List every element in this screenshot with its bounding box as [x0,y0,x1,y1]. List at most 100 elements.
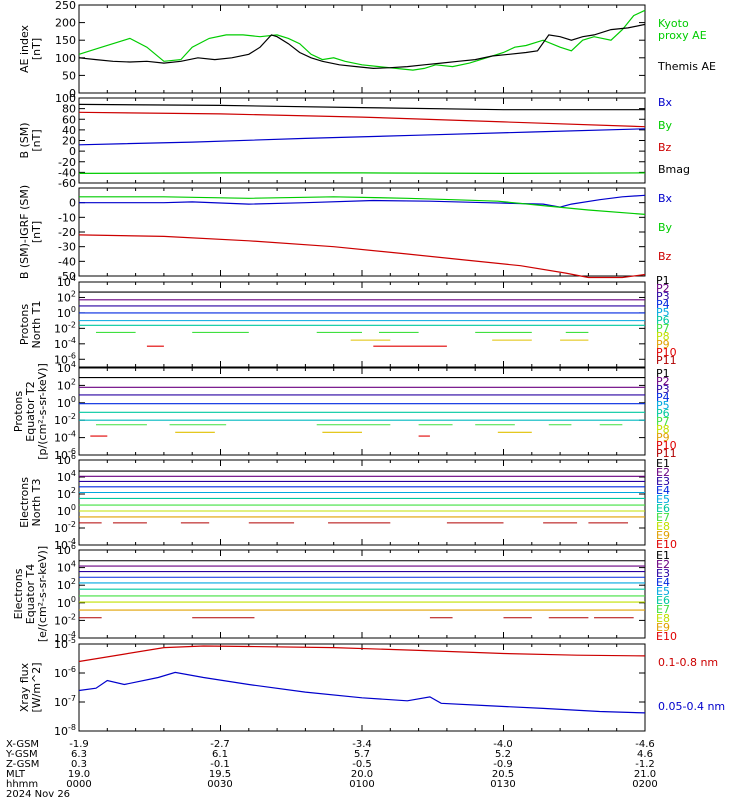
y-tick-label: 0 [69,197,76,210]
y-tick-label: 102 [57,377,76,392]
ephemeris-value: -0.9 [493,759,513,770]
legend-entry: E1 [656,549,670,562]
ephemeris-value: -0.1 [210,759,230,770]
y-tick-label: 60 [62,113,76,126]
ephemeris-value: -4.6 [635,739,655,750]
legend-entry: P3 [656,383,670,396]
y-tick-label: -40 [58,166,76,179]
y-tick-label: 40 [62,124,76,137]
panel-frame [78,459,646,546]
panel-3: -50 -40-30 -20 -100 B (SM)-IGRF (SM)[nT] Bx By… [18,185,673,283]
y-axis-label: B (SM)[nT] [18,122,43,158]
ephemeris-table: X-GSM -1.9 -2.7 -3.4 -4.0 -4.6 Y-GSM 6.3 6.1 5.7 5… [0,736,750,800]
legend-entry: E9 [656,621,670,634]
y-axis-label: Xray flux[W/m^2] [18,662,43,712]
series-line-0-05-0-4-nm [78,671,646,714]
y-tick-label: 100 [57,305,76,320]
y-axis-label: ElectronsEquator T4[e/(cm²-s-sr-keV)] [12,546,49,642]
ephemeris-value: 0.3 [71,759,87,770]
ephemeris-date: 2024 Nov 26 [6,789,71,800]
series-line-0-1-0-8-nm [78,645,646,663]
y-axis-label: ProtonsEquator T2[p/(cm²-s-sr-keV)] [12,363,49,460]
ephemeris-value: 6.1 [212,749,228,760]
ephemeris-value: 0130 [490,779,516,790]
y-tick-label: 100 [55,92,76,105]
legend-entry: E3 [656,567,670,580]
y-tick-label: -60 [58,177,76,190]
panel-frame [78,281,646,368]
series-line-themis-ae [78,23,646,70]
y-tick-label: 200 [55,17,76,30]
series-line-by [78,172,646,175]
legend-entry: E8 [656,520,670,533]
legend-entry: P6 [656,407,670,420]
legend-entry: P10 [656,439,677,452]
ephemeris-value: 0000 [66,779,92,790]
legend-entry: 0.05-0.4 nm [658,700,725,713]
legend-entry: P8 [656,423,670,436]
y-tick-label: 100 [57,595,76,610]
ephemeris-value: 5.7 [354,749,370,760]
y-tick-label: 100 [57,395,76,410]
legend-entry: P9 [656,338,670,351]
panel-frame [78,643,646,732]
y-tick-label: 0 [69,87,76,100]
y-tick-label: 50 [62,69,76,82]
ephemeris-value: -4.0 [493,739,513,750]
ephemeris-label: X-GSM [6,739,40,750]
y-tick-label: 100 [57,503,76,518]
legend-entry: E5 [656,585,670,598]
ephemeris-value: 19.0 [67,769,91,780]
legend-entry: P5 [656,306,670,319]
legend-entry: E10 [656,538,677,551]
legend-entry: 0.1-0.8 nm [658,656,718,669]
legend-entry: Bz [658,250,672,263]
ephemeris-value: -1.2 [635,759,655,770]
legend-entry: P4 [656,298,670,311]
y-tick-label: 10-4 [54,430,76,445]
legend-entry: P9 [656,431,670,444]
y-tick-label: 104 [57,274,76,289]
legend-entry: E10 [656,630,677,643]
y-tick-label: 10-6 [54,665,76,680]
ephemeris-value: -2.7 [210,739,230,750]
legend-entry: Bx [658,192,673,205]
legend-entry: E8 [656,612,670,625]
legend-entry: Themis AE [657,60,716,73]
legend-entry: E7 [656,603,670,616]
y-axis-label: ElectronsNorth T3 [18,477,43,528]
legend-entry: E4 [656,576,670,589]
ephemeris-value: 0030 [207,779,233,790]
y-tick-label: 10-2 [54,412,76,427]
series-line-bx [79,194,646,208]
ephemeris-value: 4.6 [637,749,653,760]
legend-entry: Bx [658,96,673,109]
legend-entry: P11 [656,447,677,460]
legend-entry: P6 [656,314,670,327]
ephemeris-value: 20.0 [350,769,374,780]
legend-entry: P10 [656,346,677,359]
y-tick-label: -50 [58,270,76,283]
legend-entry: P4 [656,391,670,404]
ephemeris-label: hhmm [6,779,39,790]
y-tick-label: -40 [58,255,76,268]
panel-1: 0 50 100 150 200 250 AE index[nT] Kyoto proxy AE… [18,0,716,100]
legend-entry: P2 [656,375,670,388]
legend-entry: P1 [656,367,670,380]
ephemeris-value: -0.5 [352,759,372,770]
ephemeris-value: 5.2 [495,749,511,760]
legend-entry: P2 [656,282,670,295]
ephemeris-value: 0100 [349,779,375,790]
ephemeris-value: -1.9 [69,739,89,750]
ephemeris-value: 19.5 [208,769,232,780]
y-tick-label: 150 [55,34,76,47]
y-tick-label: 100 [55,52,76,65]
y-tick-label: 20 [62,135,76,148]
y-tick-label: 10-5 [54,636,76,651]
y-tick-label: 106 [57,452,76,467]
y-tick-label: -20 [58,156,76,169]
y-tick-label: 106 [57,542,76,557]
y-tick-label: -20 [58,226,76,239]
